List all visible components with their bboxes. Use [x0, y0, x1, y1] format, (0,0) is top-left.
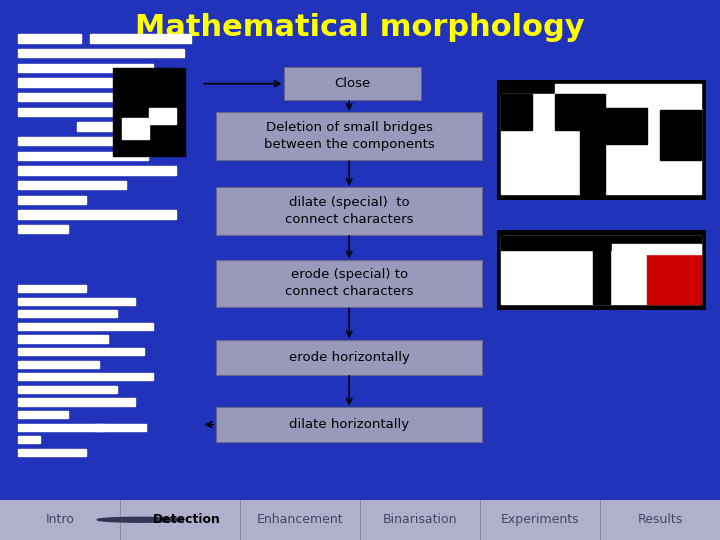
Bar	[606, 108, 647, 144]
FancyBboxPatch shape	[216, 260, 482, 307]
Bar	[501, 94, 532, 130]
Bar	[18, 195, 86, 204]
Text: Intro: Intro	[45, 513, 74, 526]
Bar	[18, 137, 171, 145]
Bar	[18, 323, 153, 330]
Bar	[18, 107, 126, 116]
FancyBboxPatch shape	[284, 68, 421, 100]
Bar	[18, 310, 117, 318]
FancyBboxPatch shape	[216, 340, 482, 375]
Bar	[18, 211, 176, 219]
Bar	[18, 399, 135, 406]
Text: Results: Results	[637, 513, 683, 526]
Bar	[612, 244, 701, 254]
Text: Mathematical morphology: Mathematical morphology	[135, 13, 585, 42]
Bar	[78, 122, 181, 131]
Bar	[18, 373, 153, 380]
Bar	[18, 423, 104, 431]
Bar	[18, 49, 184, 57]
Bar	[18, 78, 135, 86]
Bar	[18, 225, 68, 233]
Text: Close: Close	[335, 77, 371, 90]
Bar	[555, 94, 580, 130]
Bar	[150, 107, 176, 124]
Bar	[18, 335, 108, 343]
Text: erode (special) to
connect characters: erode (special) to connect characters	[285, 268, 413, 299]
Bar	[18, 181, 126, 190]
Bar	[593, 249, 610, 303]
FancyBboxPatch shape	[216, 112, 482, 160]
FancyBboxPatch shape	[216, 187, 482, 235]
Bar	[18, 361, 99, 368]
Bar	[501, 236, 701, 249]
Text: Enhancement: Enhancement	[257, 513, 343, 526]
Bar	[18, 386, 117, 393]
Bar	[647, 249, 701, 303]
Bar	[18, 285, 86, 292]
Text: Binarisation: Binarisation	[383, 513, 457, 526]
Text: dilate (special)  to
connect characters: dilate (special) to connect characters	[285, 196, 413, 226]
Bar	[606, 108, 701, 194]
Bar	[18, 436, 40, 443]
Bar	[18, 411, 68, 418]
Text: erode horizontally: erode horizontally	[289, 350, 410, 363]
Bar	[501, 94, 580, 194]
Circle shape	[97, 517, 184, 522]
Bar	[18, 166, 176, 175]
Bar	[95, 423, 145, 431]
Text: Deletion of small bridges
between the components: Deletion of small bridges between the co…	[264, 121, 435, 151]
Bar	[18, 34, 81, 43]
Text: dilate horizontally: dilate horizontally	[289, 418, 409, 431]
Bar	[18, 64, 153, 72]
Bar	[18, 93, 176, 102]
FancyBboxPatch shape	[216, 407, 482, 442]
Bar	[18, 152, 148, 160]
Bar	[580, 94, 606, 194]
Bar	[660, 110, 701, 160]
Bar	[18, 348, 144, 355]
Bar	[501, 236, 701, 303]
Bar	[122, 118, 150, 139]
Text: Detection: Detection	[153, 513, 221, 526]
Bar	[90, 34, 191, 43]
Bar	[18, 449, 86, 456]
Bar	[555, 84, 701, 110]
Bar	[114, 68, 186, 156]
Text: Experiments: Experiments	[500, 513, 580, 526]
Bar	[18, 298, 135, 305]
